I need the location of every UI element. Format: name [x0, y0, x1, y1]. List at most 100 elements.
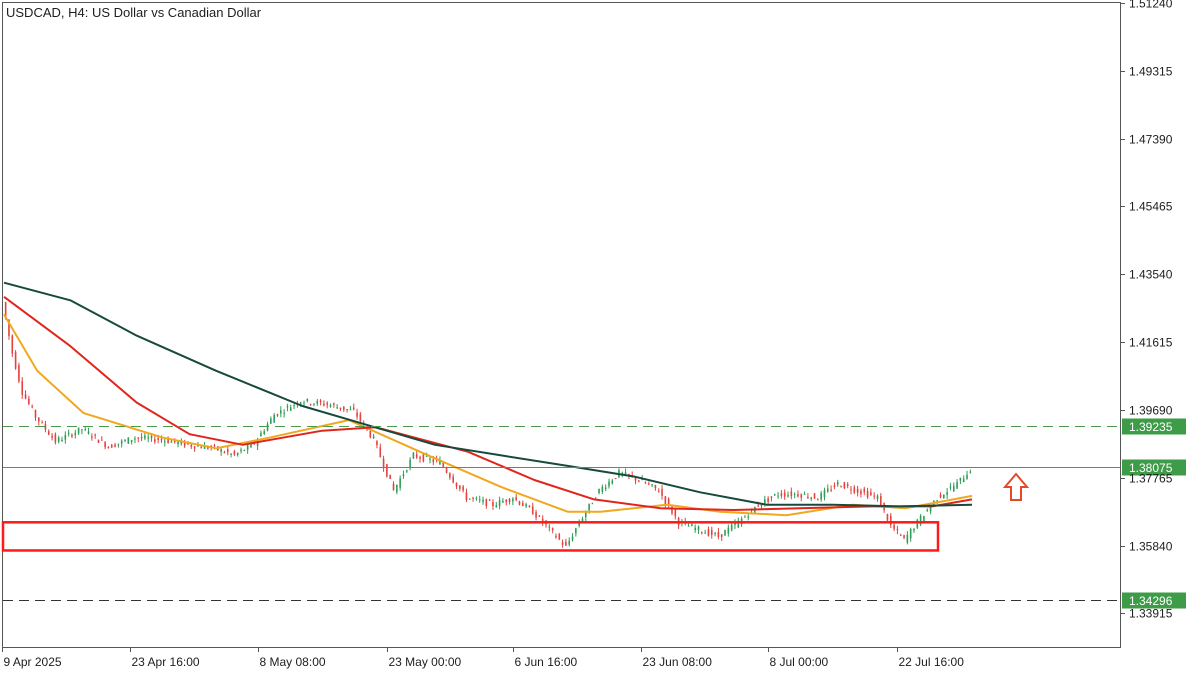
candle [396, 484, 398, 495]
candle-body [313, 403, 315, 405]
candle [548, 523, 551, 532]
candle [528, 505, 531, 508]
candle-body [843, 482, 846, 489]
candle [402, 470, 405, 479]
candle [939, 492, 942, 499]
candle [611, 478, 614, 485]
candle [604, 484, 607, 492]
candle-body [518, 501, 521, 505]
candle-body [147, 437, 150, 439]
candle [969, 469, 972, 474]
candle-body [369, 430, 372, 438]
moving-average-line-1 [3, 313, 973, 517]
candle-body [306, 398, 309, 402]
candle-body [200, 446, 203, 449]
candle [817, 498, 819, 501]
candle-body [114, 444, 116, 447]
candle [608, 478, 610, 489]
candle-body [661, 489, 663, 496]
candle [671, 505, 673, 516]
candle-body [124, 440, 126, 442]
candle [959, 477, 962, 485]
candle-body [850, 489, 852, 491]
candle [571, 533, 574, 542]
candle [154, 435, 156, 445]
candle [747, 514, 750, 521]
candle-body [309, 404, 312, 406]
candle-body [51, 435, 53, 438]
candle [512, 497, 514, 506]
candle [326, 401, 329, 409]
candle-body [817, 499, 819, 501]
candle [744, 515, 746, 518]
candle-body [757, 505, 759, 507]
candle [28, 395, 30, 406]
support-zone-box [1, 521, 940, 552]
candle-body [243, 449, 246, 451]
candle-body [389, 474, 392, 479]
candle-body [226, 449, 229, 453]
candle-body [47, 431, 50, 435]
candle-body [647, 483, 650, 485]
x-tick-label: 8 May 08:00 [260, 655, 326, 669]
candle-body [67, 432, 70, 434]
candle [51, 433, 53, 441]
candle-body [502, 500, 504, 503]
candle-body [342, 406, 345, 410]
candle [916, 518, 919, 530]
candle-body [97, 439, 100, 443]
candle-body [926, 509, 929, 512]
candle-body [157, 438, 159, 440]
candle [409, 457, 411, 471]
candle-body [240, 449, 242, 452]
candle-body [495, 505, 498, 508]
candle-body [110, 444, 113, 448]
candle-body [4, 302, 7, 319]
candle [518, 500, 521, 506]
candle-body [84, 428, 87, 430]
candle-body [183, 441, 186, 447]
candle-body [717, 532, 720, 537]
candle [773, 493, 776, 497]
candle-body [548, 526, 551, 528]
candle [803, 491, 806, 495]
candle [167, 436, 169, 444]
candle-body [392, 483, 395, 491]
candle-body [790, 491, 793, 497]
candle-body [896, 528, 899, 531]
candle-body [203, 445, 206, 449]
candle-body [558, 534, 561, 540]
candle-body [641, 479, 643, 481]
candle [926, 508, 929, 512]
candle [392, 481, 395, 491]
arrow-layer [1002, 472, 1030, 501]
candle-body [104, 442, 106, 448]
candle-body [644, 482, 647, 484]
candle-body [624, 472, 627, 475]
candle [903, 534, 905, 540]
candle [260, 430, 262, 437]
candle [110, 444, 113, 448]
candle-body [604, 487, 607, 490]
candle [674, 508, 677, 520]
candle [949, 482, 952, 491]
horizontal-levels: 1.39235 1.38075 1.34296 [3, 418, 1186, 609]
candle [97, 439, 100, 443]
candle [286, 403, 289, 412]
candle-body [260, 432, 262, 437]
candle [793, 492, 796, 499]
candle-body [333, 403, 335, 405]
candle [830, 485, 832, 492]
candle [657, 488, 660, 493]
candle-body [100, 439, 103, 441]
candle-body [515, 497, 517, 500]
candle-body [919, 515, 922, 525]
candle [11, 334, 14, 358]
candle [701, 531, 703, 535]
candle-body [193, 446, 196, 449]
candle [412, 451, 415, 459]
candle [863, 486, 866, 496]
candle [71, 433, 73, 439]
candle-body [555, 535, 557, 538]
